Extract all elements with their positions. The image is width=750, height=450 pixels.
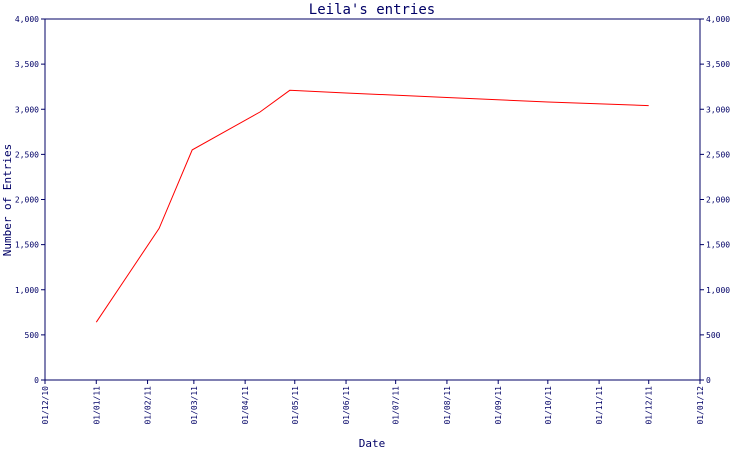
y-tick-label: 1,500 bbox=[15, 241, 39, 250]
axes bbox=[44, 18, 701, 381]
y-tick-label: 2,000 bbox=[15, 196, 39, 205]
x-axis-ticks: 01/12/10 01/01/11 01/02/11 01/03/11 01/04/11… bbox=[41, 380, 705, 425]
x-tick-label: 01/12/10 bbox=[41, 386, 50, 425]
y-tick-label: 500 bbox=[25, 331, 40, 340]
x-tick-label: 01/01/11 bbox=[92, 386, 101, 425]
x-tick-label: 01/11/11 bbox=[595, 386, 604, 425]
y-tick-label-right: 4,000 bbox=[706, 15, 730, 24]
y-tick-label-right: 2,500 bbox=[706, 150, 730, 159]
y-axis-title: Number of Entries bbox=[1, 144, 14, 257]
y-tick-label: 2,500 bbox=[15, 150, 39, 159]
series-layer bbox=[95, 89, 649, 323]
series-line bbox=[95, 89, 649, 323]
x-tick-label: 01/03/11 bbox=[190, 386, 199, 425]
x-tick-label: 01/09/11 bbox=[494, 386, 503, 425]
y-axis-ticks-right: 0 500 1,000 1,500 2,000 2,500 3,000 3,500 4,000 bbox=[700, 15, 730, 385]
y-tick-label-right: 2,000 bbox=[706, 196, 730, 205]
x-tick-label: 01/07/11 bbox=[392, 386, 401, 425]
y-axis-ticks-left: 0 500 1,000 1,500 2,000 2,500 3,000 3,500 4,000 bbox=[15, 15, 45, 385]
y-tick-label: 3,000 bbox=[15, 105, 39, 114]
y-tick-label-right: 1,500 bbox=[706, 241, 730, 250]
x-axis-title: Date bbox=[359, 437, 386, 450]
x-tick-label: 01/06/11 bbox=[342, 386, 351, 425]
x-tick-label: 01/02/11 bbox=[144, 386, 153, 425]
y-tick-label: 0 bbox=[34, 376, 39, 385]
y-tick-label-right: 1,000 bbox=[706, 286, 730, 295]
y-tick-label: 1,000 bbox=[15, 286, 39, 295]
x-tick-label: 01/08/11 bbox=[443, 386, 452, 425]
x-tick-label: 01/12/11 bbox=[645, 386, 654, 425]
x-tick-label: 01/04/11 bbox=[241, 386, 250, 425]
y-tick-label-right: 0 bbox=[706, 376, 711, 385]
y-tick-label: 3,500 bbox=[15, 60, 39, 69]
x-tick-label: 01/10/11 bbox=[544, 386, 553, 425]
chart-title: Leila's entries bbox=[309, 2, 435, 18]
x-tick-label: 01/01/12 bbox=[696, 386, 705, 425]
y-tick-label-right: 3,500 bbox=[706, 60, 730, 69]
x-tick-label: 01/05/11 bbox=[291, 386, 300, 425]
y-tick-label-right: 500 bbox=[706, 331, 721, 340]
y-tick-label-right: 3,000 bbox=[706, 105, 730, 114]
y-tick-label: 4,000 bbox=[15, 15, 39, 24]
